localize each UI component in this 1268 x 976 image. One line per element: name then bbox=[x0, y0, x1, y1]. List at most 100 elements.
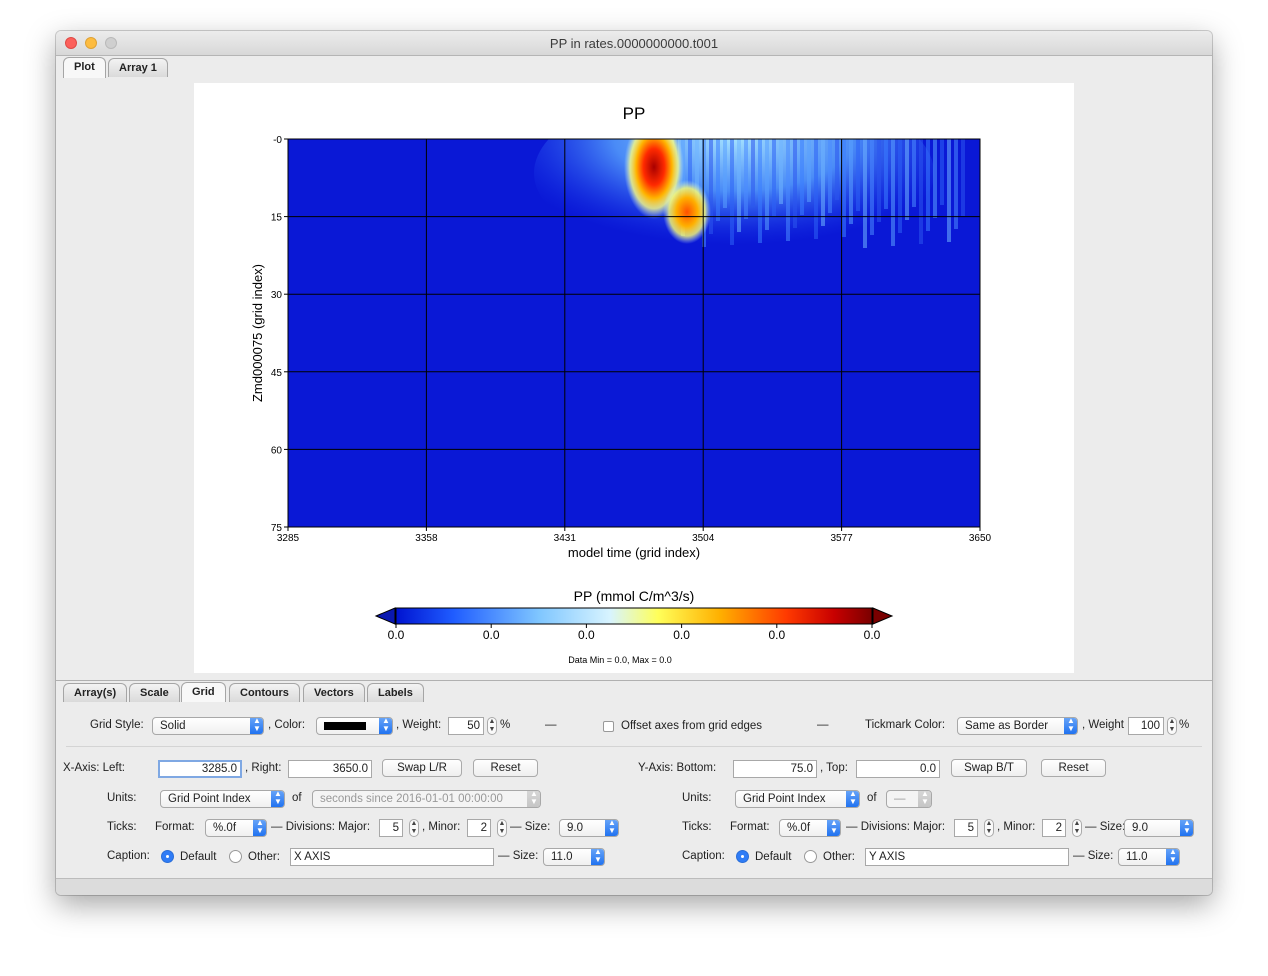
heatmap-streak bbox=[933, 139, 937, 218]
grid-weight-stepper[interactable]: ▲ ▼ bbox=[487, 717, 497, 735]
x-caption-other-radio[interactable] bbox=[229, 850, 242, 863]
heatmap-streak bbox=[954, 139, 958, 229]
heatmap-streak bbox=[786, 139, 790, 241]
x-major-input[interactable]: 5 bbox=[379, 819, 403, 837]
colorbar-max-arrow bbox=[872, 607, 894, 625]
y-tick-size-value: 9.0 bbox=[1132, 822, 1148, 834]
y-caption-default-radio[interactable] bbox=[736, 850, 749, 863]
colorbar-tick-label: 0.0 bbox=[388, 628, 405, 642]
y-caption-size-select[interactable]: 11.0 ▲ ▼ bbox=[1118, 848, 1180, 866]
x-axis-right-input[interactable]: 3650.0 bbox=[288, 760, 372, 778]
tab-plot[interactable]: Plot bbox=[63, 57, 106, 78]
x-caption-default-radio[interactable] bbox=[161, 850, 174, 863]
swap-lr-button[interactable]: Swap L/R bbox=[382, 759, 462, 777]
x-size-label: — Size: bbox=[510, 821, 551, 833]
y-minor-input[interactable]: 2 bbox=[1042, 819, 1066, 837]
heatmap-streak bbox=[730, 139, 734, 245]
x-reset-button[interactable]: Reset bbox=[473, 759, 538, 777]
heatmap-chart: PP 3285 3358 3431 3504 3577 3650 -0 15 30 45 60 75… bbox=[250, 104, 992, 665]
x-minor-stepper[interactable]: ▲ ▼ bbox=[497, 819, 507, 837]
y-major-input[interactable]: 5 bbox=[954, 819, 978, 837]
separator-dash: — bbox=[817, 719, 829, 731]
tick-weight-input[interactable]: 100 bbox=[1128, 717, 1164, 735]
y-tick-label: 60 bbox=[271, 445, 283, 456]
heatmap-streak bbox=[800, 139, 804, 215]
y-caption-other-radio[interactable] bbox=[804, 850, 817, 863]
tab-grid[interactable]: Grid bbox=[181, 682, 226, 703]
tab-vectors[interactable]: Vectors bbox=[303, 683, 365, 702]
y-time-units-value: — bbox=[894, 793, 906, 805]
heatmap-streak bbox=[793, 139, 797, 228]
divider bbox=[66, 746, 1202, 747]
x-major-stepper[interactable]: ▲ ▼ bbox=[409, 819, 419, 837]
colorbar-tick-label: 0.0 bbox=[578, 628, 595, 642]
x-tick-size-select[interactable]: 9.0 ▲ ▼ bbox=[559, 819, 619, 837]
x-time-units-select[interactable]: seconds since 2016-01-01 00:00:00 ▲ ▼ bbox=[312, 790, 541, 808]
y-axis-bottom-label: Y-Axis: Bottom: bbox=[638, 762, 717, 774]
tab-arrays[interactable]: Array(s) bbox=[63, 683, 128, 702]
minimize-window-button[interactable] bbox=[85, 37, 97, 49]
grid-style-select[interactable]: Solid ▲ ▼ bbox=[152, 717, 264, 735]
heatmap-hotspot-2 bbox=[663, 180, 711, 244]
heatmap-streak bbox=[898, 139, 902, 233]
heatmap-streak bbox=[947, 139, 951, 242]
tick-weight-stepper[interactable]: ▲ ▼ bbox=[1167, 717, 1177, 735]
grid-weight-label: , Weight: bbox=[396, 719, 442, 731]
close-window-button[interactable] bbox=[65, 37, 77, 49]
x-format-select[interactable]: %.0f ▲ ▼ bbox=[205, 819, 267, 837]
tick-color-label: Tickmark Color: bbox=[865, 719, 946, 731]
x-units-select[interactable]: Grid Point Index ▲ ▼ bbox=[160, 790, 285, 808]
heatmap-streak bbox=[842, 139, 846, 237]
x-axis-left-input[interactable]: 3285.0 bbox=[158, 760, 242, 778]
status-bar bbox=[56, 878, 1212, 895]
colorbar-tick-label: 0.0 bbox=[864, 628, 881, 642]
plot-border bbox=[287, 138, 981, 528]
x-caption-input[interactable]: X AXIS bbox=[290, 848, 494, 866]
x-tick-label: 3285 bbox=[277, 533, 300, 544]
grid-color-select[interactable]: ▲ ▼ bbox=[316, 717, 393, 735]
tab-labels[interactable]: Labels bbox=[367, 683, 424, 702]
x-minor-input[interactable]: 2 bbox=[467, 819, 491, 837]
y-time-units-select[interactable]: — ▲ ▼ bbox=[886, 790, 932, 808]
y-caption-input[interactable]: Y AXIS bbox=[865, 848, 1069, 866]
y-tick-label: 15 bbox=[271, 213, 283, 224]
zoom-window-button[interactable] bbox=[105, 37, 117, 49]
x-axis-left-label: X-Axis: Left: bbox=[63, 762, 125, 774]
heatmap-streak bbox=[835, 139, 839, 200]
y-format-select[interactable]: %.0f ▲ ▼ bbox=[779, 819, 841, 837]
swap-bt-button[interactable]: Swap B/T bbox=[951, 759, 1027, 777]
top-tab-bar: Plot Array 1 bbox=[56, 56, 1212, 79]
tick-color-select[interactable]: Same as Border ▲ ▼ bbox=[957, 717, 1078, 735]
x-cap-size-label: — Size: bbox=[498, 850, 539, 862]
x-caption-size-select[interactable]: 11.0 ▲ ▼ bbox=[543, 848, 605, 866]
y-reset-button[interactable]: Reset bbox=[1041, 759, 1106, 777]
x-ticks-label: Ticks: bbox=[107, 821, 137, 833]
x-units-value: Grid Point Index bbox=[168, 793, 251, 805]
y-axis-top-input[interactable]: 0.0 bbox=[856, 760, 940, 778]
x-minor-label: , Minor: bbox=[422, 821, 461, 833]
x-axis-ticks: 3285 3358 3431 3504 3577 3650 bbox=[277, 527, 992, 544]
offset-axes-checkbox[interactable] bbox=[603, 721, 614, 732]
separator-dash: — bbox=[545, 719, 557, 731]
heatmap-streak bbox=[912, 139, 916, 207]
tab-array-1[interactable]: Array 1 bbox=[108, 58, 168, 77]
chevron-updown-icon: ▲ ▼ bbox=[1064, 718, 1077, 734]
chevron-updown-icon: ▲ ▼ bbox=[271, 791, 284, 807]
colorbar-tick-label: 0.0 bbox=[483, 628, 500, 642]
heatmap-streak bbox=[926, 139, 930, 231]
y-tick-size-select[interactable]: 9.0 ▲ ▼ bbox=[1124, 819, 1194, 837]
x-caption-size-value: 11.0 bbox=[551, 851, 573, 863]
colorbar-tick-label: 0.0 bbox=[673, 628, 690, 642]
y-minor-stepper[interactable]: ▲ ▼ bbox=[1072, 819, 1082, 837]
x-caption-default-label: Default bbox=[180, 851, 217, 863]
y-axis-bottom-input[interactable]: 75.0 bbox=[733, 760, 817, 778]
y-units-select[interactable]: Grid Point Index ▲ ▼ bbox=[735, 790, 860, 808]
heatmap-streak bbox=[891, 139, 895, 246]
heatmap-streak bbox=[779, 139, 783, 204]
tab-contours[interactable]: Contours bbox=[229, 683, 300, 702]
y-major-stepper[interactable]: ▲ ▼ bbox=[984, 819, 994, 837]
grid-weight-input[interactable]: 50 bbox=[448, 717, 484, 735]
tab-scale[interactable]: Scale bbox=[129, 683, 180, 702]
y-caption-label: Caption: bbox=[682, 850, 725, 862]
x-units-label: Units: bbox=[107, 792, 137, 804]
